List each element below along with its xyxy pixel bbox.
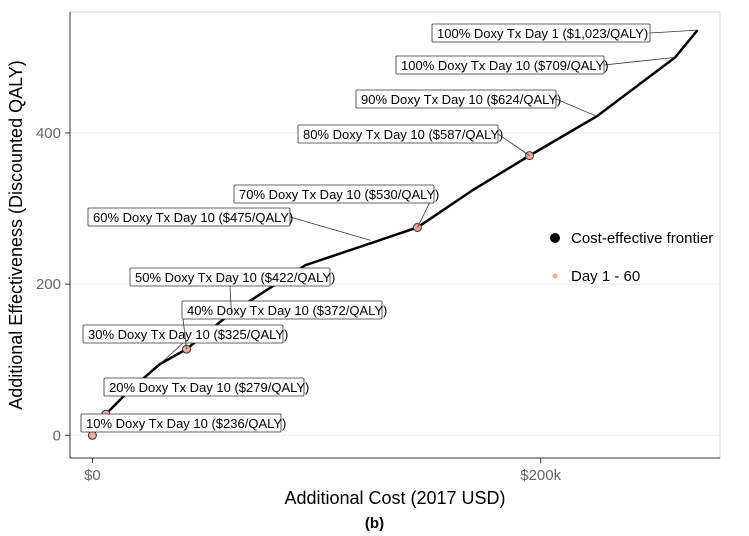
annotation-label: 30% Doxy Tx Day 10 ($325/QALY): [88, 327, 288, 342]
annotation-label: 20% Doxy Tx Day 10 ($279/QALY): [109, 380, 309, 395]
y-tick-label: 0: [53, 427, 61, 444]
annotation-label: 40% Doxy Tx Day 10 ($372/QALY): [187, 303, 387, 318]
x-tick-label: $0: [84, 467, 101, 484]
annotation-label: 50% Doxy Tx Day 10 ($422/QALY): [135, 270, 335, 285]
annotation-label: 100% Doxy Tx Day 10 ($709/QALY): [401, 58, 609, 73]
x-tick-label: $200k: [520, 467, 561, 484]
subfigure-label: (b): [365, 515, 384, 532]
annotation-label: 100% Doxy Tx Day 1 ($1,023/QALY): [437, 26, 648, 41]
chart-svg: 0 200 400 $0 $200k 10% Doxy Tx Day 10 ($236/Q…: [0, 0, 749, 536]
annotation-label: 90% Doxy Tx Day 10 ($624/QALY): [361, 92, 561, 107]
y-tick-label: 200: [36, 276, 61, 293]
y-tick-label: 400: [36, 125, 61, 142]
annotation-label: 10% Doxy Tx Day 10 ($236/QALY): [86, 416, 286, 431]
annotation-label: 60% Doxy Tx Day 10 ($475/QALY): [93, 210, 293, 225]
annotation-label: 70% Doxy Tx Day 10 ($530/QALY): [239, 187, 439, 202]
y-axis-title: Additional Effectiveness (Discounted QAL…: [6, 60, 26, 410]
annotation-label: 80% Doxy Tx Day 10 ($587/QALY): [303, 127, 503, 142]
x-axis-title: Additional Cost (2017 USD): [284, 488, 505, 508]
data-point: [88, 431, 96, 439]
legend-label: Cost-effective frontier: [571, 230, 713, 247]
legend-marker: [550, 233, 560, 243]
chart-container: { "chart": { "type": "line+scatter", "wi…: [0, 0, 749, 536]
legend-label: Day 1 - 60: [571, 268, 640, 285]
legend-marker: [553, 274, 558, 279]
